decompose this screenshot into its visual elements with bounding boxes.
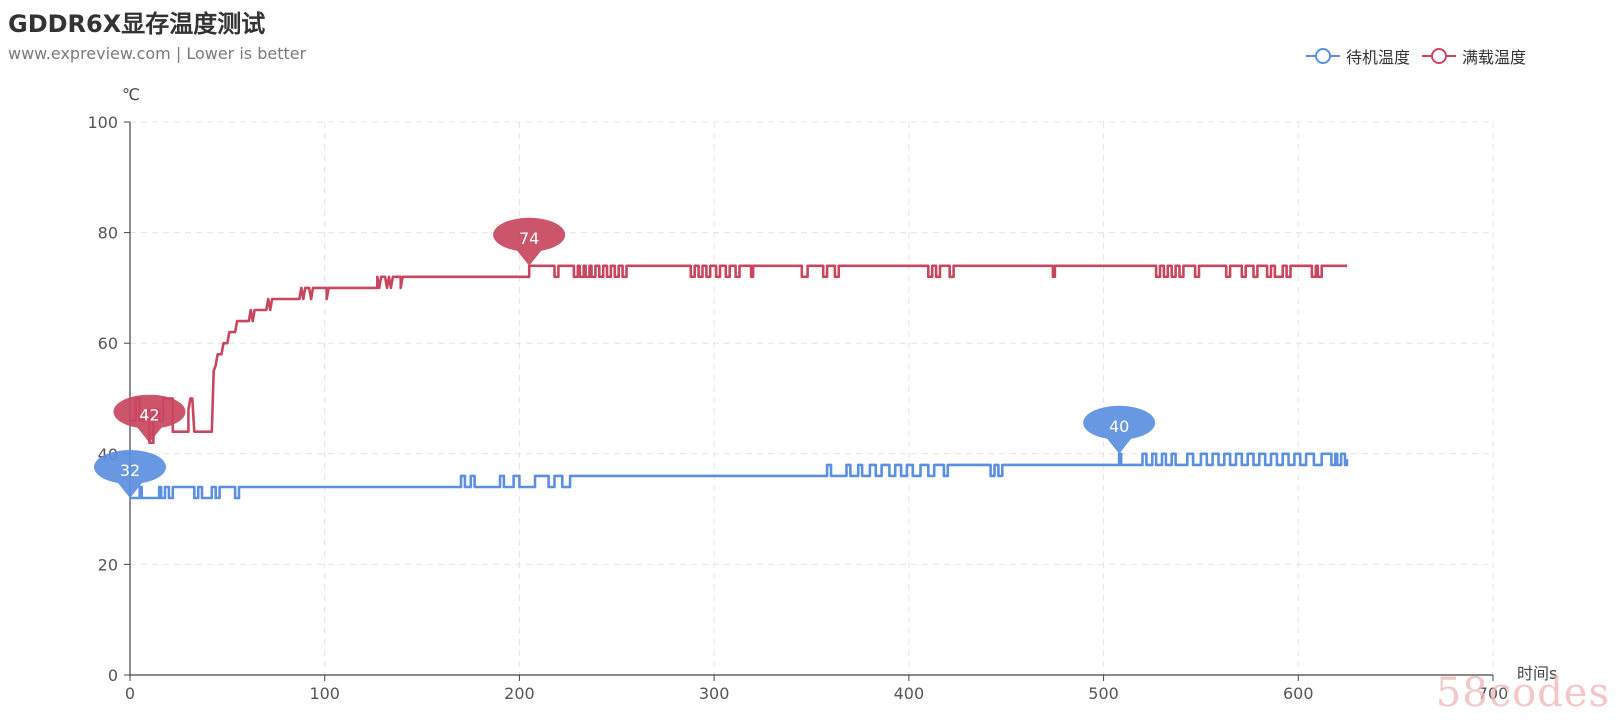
chart-subtitle: www.expreview.com | Lower is better [8, 44, 307, 63]
marker-label-1-0: 42 [139, 406, 159, 425]
marker-pin-0-1: 40 [1083, 405, 1156, 454]
axes: 0 20 40 60 80 100 0 100 200 300 400 500 600 700 ℃ 时间s [87, 85, 1557, 703]
x-tick-label-100: 100 [309, 684, 340, 703]
series-line-0 [130, 452, 1349, 500]
watermark-text: 58codes [1435, 670, 1610, 716]
marker-pin-1-1: 74 [493, 217, 566, 266]
x-tick-label-0: 0 [125, 684, 135, 703]
marker-pin-0-0: 32 [94, 450, 167, 499]
x-tick-label-700: 700 [1478, 684, 1509, 703]
chart-title: GDDR6X显存温度测试 [8, 10, 266, 38]
y-tick-label-80: 80 [98, 224, 118, 243]
series-line-1 [130, 264, 1347, 444]
legend-item-load[interactable]: 满载温度 [1421, 44, 1526, 68]
marker-shape-0-0 [94, 450, 167, 499]
grid [130, 121, 1494, 675]
y-tick-label-60: 60 [98, 334, 118, 353]
y-axis-label: ℃ [122, 85, 140, 104]
x-tick-label-600: 600 [1283, 684, 1314, 703]
x-tick-label-500: 500 [1088, 684, 1119, 703]
x-tick-label-200: 200 [504, 684, 535, 703]
x-tick-label-300: 300 [699, 684, 730, 703]
markers: 32 40 42 74 [94, 217, 1156, 499]
y-tick-label-20: 20 [98, 555, 118, 574]
marker-shape-0-1 [1083, 405, 1156, 454]
x-tick-label-400: 400 [894, 684, 925, 703]
legend-label-idle: 待机温度 [1345, 48, 1410, 67]
x-axis-label: 时间s [1517, 664, 1557, 683]
marker-label-1-1: 74 [519, 229, 539, 248]
series-lines [130, 264, 1349, 500]
legend-idle-line-circle-icon [1305, 47, 1340, 65]
y-tick-label-100: 100 [87, 113, 118, 132]
legend-label-load: 满载温度 [1461, 48, 1526, 67]
legend-load-line-circle-icon [1421, 47, 1456, 65]
legend: 待机温度 满载温度 [1305, 44, 1526, 68]
marker-label-0-0: 32 [120, 461, 140, 480]
marker-shape-1-0 [113, 394, 186, 443]
legend-item-idle[interactable]: 待机温度 [1305, 44, 1410, 68]
marker-shape-1-1 [493, 217, 566, 266]
marker-pin-1-0: 42 [113, 394, 186, 443]
marker-label-0-1: 40 [1109, 417, 1129, 436]
y-tick-label-0: 0 [108, 666, 118, 685]
